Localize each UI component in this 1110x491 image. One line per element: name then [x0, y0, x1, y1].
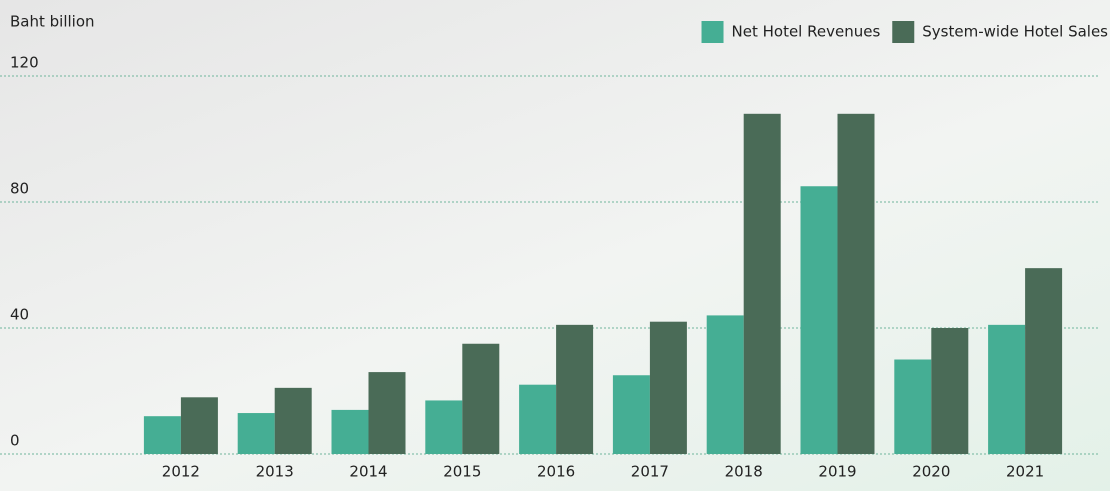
y-tick-label: 40 [10, 306, 29, 324]
bar [556, 324, 594, 454]
y-tick-label: 80 [10, 180, 29, 198]
legend-label: System-wide Hotel Sales [922, 23, 1108, 41]
bar [837, 113, 875, 455]
legend-label: Net Hotel Revenues [732, 23, 881, 41]
bar [143, 416, 181, 454]
x-tick-label: 2015 [443, 463, 481, 481]
bar [274, 387, 312, 454]
bar [462, 343, 500, 454]
bar [519, 384, 557, 454]
legend-swatch [701, 21, 724, 43]
bar [237, 413, 275, 454]
bar [649, 321, 687, 454]
x-tick-label: 2017 [631, 463, 669, 481]
bar [894, 359, 932, 454]
axis-title: Baht billion [10, 13, 95, 31]
x-tick-label: 2012 [162, 463, 200, 481]
x-tick-label: 2018 [725, 463, 763, 481]
x-tick-label: 2016 [537, 463, 575, 481]
bar [612, 375, 650, 454]
x-tick-label: 2019 [818, 463, 856, 481]
bar [425, 400, 463, 454]
bar [180, 397, 218, 454]
y-tick-label: 0 [10, 432, 20, 450]
bar [800, 186, 838, 454]
bar [706, 315, 744, 454]
bar [931, 328, 969, 454]
x-tick-label: 2014 [349, 463, 387, 481]
bar [331, 409, 369, 454]
x-tick-label: 2021 [1006, 463, 1044, 481]
legend-swatch [892, 21, 915, 43]
x-tick-label: 2013 [256, 463, 294, 481]
bar [1025, 268, 1063, 454]
bar [988, 324, 1026, 454]
x-tick-label: 2020 [912, 463, 950, 481]
bar [368, 372, 406, 454]
y-tick-label: 120 [10, 54, 39, 72]
bar [743, 113, 781, 455]
